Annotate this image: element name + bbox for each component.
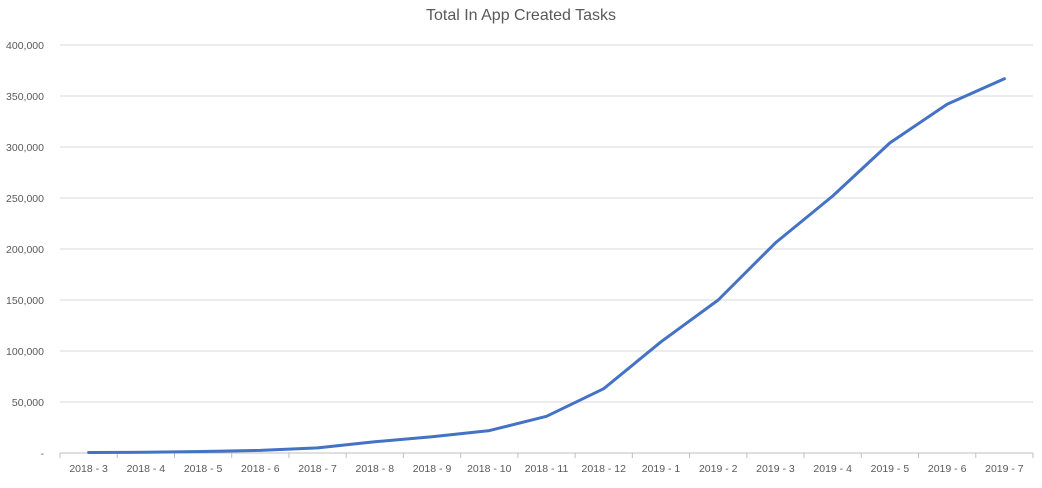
series-layer (87, 77, 1006, 454)
x-tick-label: 2019 - 4 (813, 463, 852, 475)
x-tick-label: 2018 - 11 (525, 463, 569, 475)
y-tick-label: - (41, 448, 45, 460)
x-tick-label: 2018 - 4 (127, 463, 166, 475)
y-tick-label: 50,000 (12, 397, 44, 409)
x-tick-label: 2018 - 12 (582, 463, 627, 475)
x-tick-label: 2019 - 2 (699, 463, 738, 475)
x-axis-tick-labels: 2018 - 3 2018 - 4 2018 - 5 2018 - 6 2018 - 7… (69, 463, 1023, 475)
x-tick-label: 2018 - 6 (241, 463, 280, 475)
y-tick-label: 250,000 (6, 193, 44, 205)
x-axis (59, 452, 1034, 458)
x-tick-label: 2018 - 8 (356, 463, 395, 475)
y-tick-label: 200,000 (6, 244, 44, 256)
gridlines (60, 44, 1033, 403)
x-tick-label: 2019 - 5 (871, 463, 910, 475)
chart-title: Total In App Created Tasks (425, 7, 617, 24)
x-tick-label: 2019 - 3 (756, 463, 795, 475)
y-tick-label: 150,000 (6, 295, 44, 307)
y-tick-label: 300,000 (6, 142, 44, 154)
y-tick-label: 100,000 (6, 346, 44, 358)
x-tick-label: 2019 - 1 (642, 463, 681, 475)
x-tick-label: 2018 - 3 (69, 463, 108, 475)
y-tick-label: 400,000 (6, 40, 44, 52)
x-tick-label: 2018 - 9 (413, 463, 452, 475)
y-axis-tick-labels: - 50,000 100,000 150,000 200,000 250,000 300,0… (6, 40, 44, 460)
x-tick-label: 2018 - 10 (467, 463, 512, 475)
x-tick-label: 2018 - 7 (298, 463, 337, 475)
x-tick-label: 2018 - 5 (184, 463, 223, 475)
y-tick-label: 350,000 (6, 91, 44, 103)
x-tick-label: 2019 - 6 (928, 463, 967, 475)
series-line (87, 77, 1006, 454)
x-tick-label: 2019 - 7 (985, 463, 1024, 475)
